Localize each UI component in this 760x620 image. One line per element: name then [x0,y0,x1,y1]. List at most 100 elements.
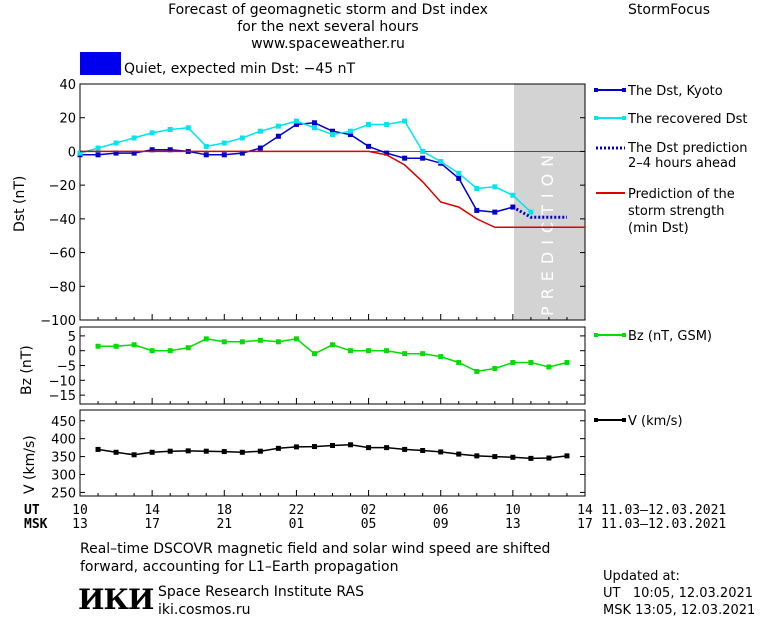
data-point [239,449,245,455]
data-point [311,120,317,126]
data-point [131,342,137,348]
data-point [438,449,444,455]
title-line-1: Forecast of geomagnetic storm and Dst in… [168,2,488,18]
data-point [185,448,191,454]
legend-marker-v-end [622,418,626,422]
data-point [113,140,119,146]
data-point [510,360,516,366]
series-line [79,120,532,213]
data-point [167,127,173,133]
updated-msk: MSK 13:05, 12.03.2021 [603,603,756,618]
data-point [167,448,173,454]
data-point [510,454,516,460]
v-panel-frame [79,409,586,497]
data-point [131,135,137,141]
y-tick-label: −20 [49,179,76,194]
legend-marker-recovered-end [622,116,626,120]
data-point [348,442,354,448]
data-point [474,186,480,192]
institute-site[interactable]: iki.cosmos.ru [158,602,251,618]
data-point [456,451,462,457]
data-point [402,446,408,452]
y-tick-label: −60 [49,247,76,262]
data-point [402,118,408,124]
msk-tick-labels: 13 17 21 01 05 09 13 17 [72,517,593,532]
msk-tick-label: 13 [72,517,88,532]
data-point [528,360,534,366]
data-point [330,128,335,134]
legend: The Dst, Kyoto The recovered Dst The Dst… [594,84,748,429]
data-point [474,207,480,213]
ut-tick-label: 06 [433,503,449,518]
data-point [510,192,516,198]
update-info: Updated at: UT 10:05, 12.03.2021 MSK 13:… [603,568,755,619]
data-point [293,444,299,450]
data-point [203,143,209,149]
data-point [275,133,281,139]
chart-title: Forecast of geomagnetic storm and Dst in… [100,2,556,53]
msk-tick-label: 17 [144,517,160,532]
legend-v: V (km/s) [628,414,683,429]
data-point [185,125,191,131]
note-line-2: forward, accounting for L1–Earth propaga… [80,559,399,575]
ut-tick-label: 10 [505,503,521,518]
data-point [239,150,245,156]
dst-axis-label: Dst (nT) [12,176,28,232]
data-point [402,351,408,357]
series-line [80,122,514,213]
data-point [113,343,119,349]
legend-bz: Bz (nT, GSM) [628,329,712,344]
data-point [293,336,299,342]
data-point [113,449,119,455]
data-point [492,209,498,215]
data-point [221,140,227,146]
v-axis-label: V (km/s) [22,435,38,494]
ut-tick-label: 22 [289,503,305,518]
data-point [384,348,390,354]
series-line [512,205,567,219]
data-point [257,448,263,454]
msk-tick-label: 17 [577,517,593,532]
data-point [402,155,408,161]
updated-ut: UT 10:05, 12.03.2021 [603,586,754,601]
data-point [366,143,372,149]
ut-tick-label: 14 [144,503,160,518]
data-point [564,453,570,459]
y-tick-label: 450 [51,415,76,430]
data-point [420,351,426,357]
ut-date-range: 11.03–12.03.2021 [601,503,726,518]
legend-min-dst-line-2: storm strength [628,204,725,219]
title-line-3: www.spaceweather.ru [251,36,405,52]
data-point [348,132,354,138]
data-point [384,150,390,156]
institute-logo: ИКИ [78,583,154,616]
data-point [95,343,101,349]
data-point [275,123,281,129]
prediction-label: PREDICTION [538,148,557,316]
data-point [149,449,155,455]
data-point [95,446,101,452]
legend-marker-dst-kyoto-end [622,88,626,92]
data-point [185,345,191,351]
data-point [456,170,462,176]
data-point [257,337,263,343]
msk-tick-label: 09 [433,517,449,532]
title-line-2: for the next several hours [237,19,419,35]
ut-tick-label: 18 [216,503,232,518]
data-point [366,445,372,451]
y-tick-label: −100 [40,314,76,329]
dst-panel-frame [79,83,586,321]
data-point [474,368,480,374]
legend-marker-recovered [594,116,598,120]
data-point [149,147,155,153]
data-point [330,442,335,448]
data-point [546,364,552,370]
data-point [95,152,101,158]
data-point [113,150,119,156]
y-tick-label: 0 [68,345,76,360]
data-point [311,351,317,357]
y-tick-label: −10 [49,374,76,389]
data-point [203,152,209,158]
data-point [275,445,281,451]
